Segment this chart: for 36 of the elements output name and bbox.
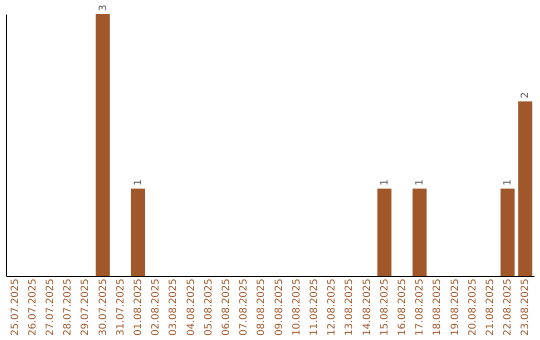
data-label: 1 — [379, 179, 390, 186]
x-tick-label: 10.08.2025 — [291, 278, 302, 336]
x-tick-label: 27.07.2025 — [45, 278, 56, 336]
data-label: 1 — [502, 179, 514, 186]
x-tick-label: 14.08.2025 — [362, 278, 373, 336]
x-tick-label: 15.08.2025 — [379, 278, 390, 336]
x-tick-label: 31.07.2025 — [115, 278, 126, 336]
x-tick-label: 29.07.2025 — [80, 278, 92, 336]
x-tick-label: 01.08.2025 — [133, 278, 144, 336]
x-tick-label: 20.08.2025 — [467, 278, 478, 336]
data-label: 3 — [98, 4, 109, 11]
x-tick-label: 17.08.2025 — [414, 278, 426, 336]
x-tick-label: 12.08.2025 — [326, 278, 338, 336]
x-tick-label: 23.08.2025 — [520, 278, 532, 336]
x-tick-label: 25.07.2025 — [10, 278, 21, 336]
data-label: 1 — [414, 179, 426, 186]
x-tick-label: 03.08.2025 — [168, 278, 180, 336]
x-tick-label: 16.08.2025 — [397, 278, 408, 336]
x-tick-label: 21.08.2025 — [485, 278, 496, 336]
x-tick-label: 19.08.2025 — [450, 278, 461, 336]
data-label: 2 — [520, 92, 532, 98]
x-tick-label: 28.07.2025 — [62, 278, 74, 336]
x-tick-label: 06.08.2025 — [221, 278, 232, 336]
x-tick-label: 22.08.2025 — [502, 278, 514, 336]
x-tick-label: 04.08.2025 — [186, 278, 197, 336]
x-tick-label: 09.08.2025 — [274, 278, 285, 336]
x-tick-label: 18.08.2025 — [432, 278, 444, 336]
x-tick-label: 07.08.2025 — [238, 278, 250, 336]
x-tick-label: 13.08.2025 — [344, 278, 356, 336]
data-label: 1 — [133, 179, 144, 186]
x-tick-label: 26.07.2025 — [27, 278, 38, 336]
x-tick-label: 11.08.2025 — [309, 278, 320, 336]
x-tick-label: 08.08.2025 — [256, 278, 268, 336]
x-tick-label: 30.07.2025 — [98, 278, 109, 336]
x-tick-label: 02.08.2025 — [150, 278, 162, 336]
x-tick-label: 05.08.2025 — [203, 278, 214, 336]
